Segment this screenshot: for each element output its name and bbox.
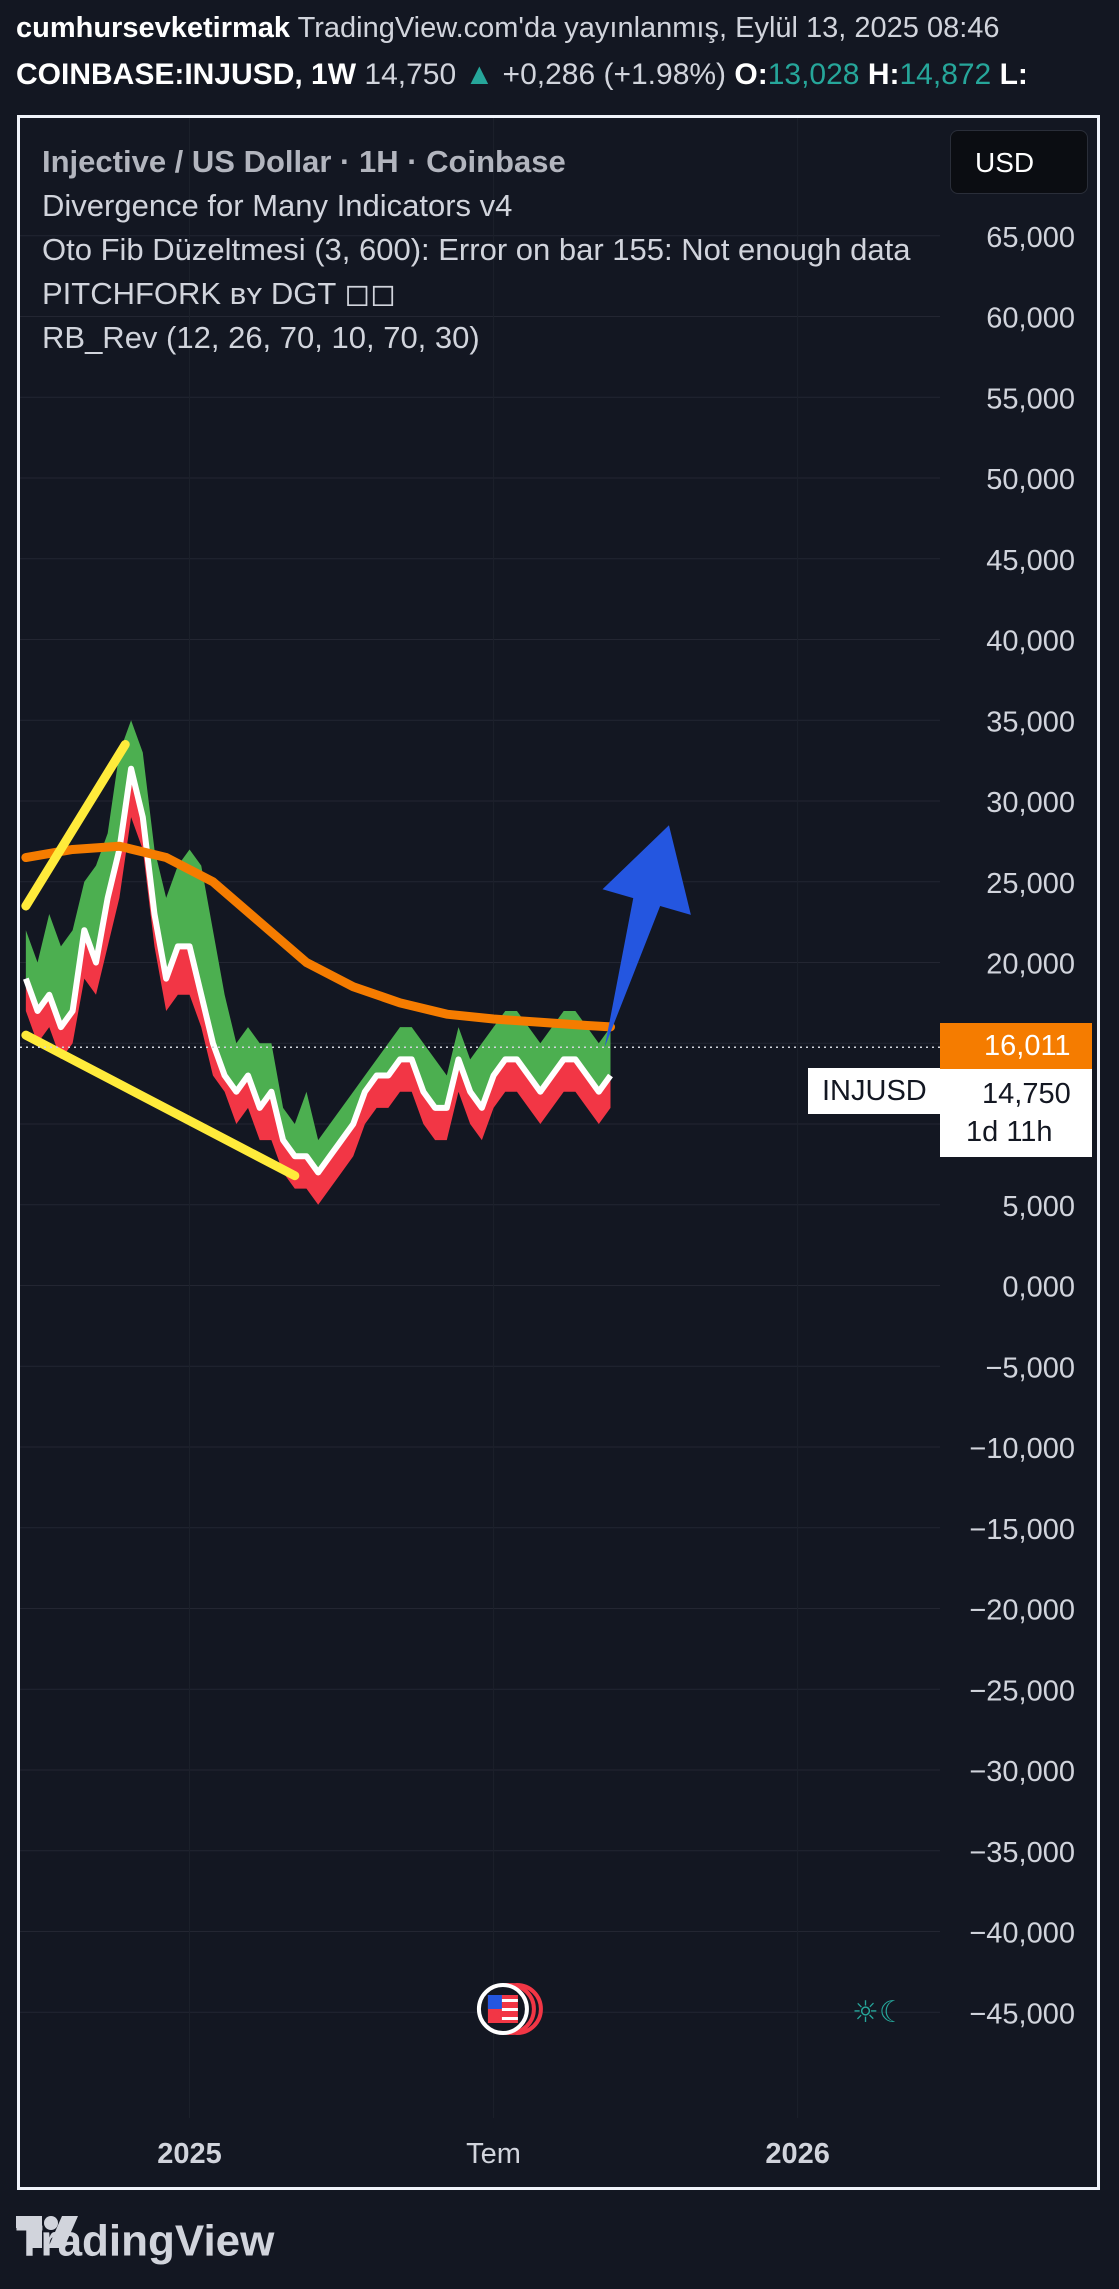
moving-average-line [21,841,615,1032]
us-flag-stripe [501,1999,518,2002]
y-tick-label: 50,000 [986,464,1075,496]
upper-band-area [25,720,611,1173]
open-value: 13,028 [767,58,860,91]
publish-info: cumhursevketirmak TradingView.com'da yay… [16,12,1119,45]
us-flag-stripe [501,2008,518,2011]
forecast-arrow [602,825,691,1048]
y-tick-label: −10,000 [969,1433,1075,1465]
symbol-info: COINBASE:INJUSD, 1W 14,750 ▲ +0,286 (+1.… [16,58,1119,92]
session-icon: ☼☾ [852,1995,906,2030]
high-value: 14,872 [899,58,992,91]
last-price: 14,750 [364,58,457,91]
y-tick-label: −40,000 [969,1918,1075,1950]
close-line [23,765,613,1176]
price-change: +0,286 (+1.98%) [502,58,727,91]
y-tick-label: −15,000 [969,1514,1075,1546]
last-price-tag-value: 14,750 [982,1078,1071,1110]
low-label: L: [999,58,1028,91]
tradingview-logo[interactable]: TradingView [16,2214,274,2266]
y-tick-label: 5,000 [1002,1191,1075,1223]
published-text: TradingView.com'da yayınlanmış, Eylül 13… [297,12,1000,44]
open-label: O: [734,58,768,91]
y-tick-label: 40,000 [986,626,1075,658]
y-tick-label: 25,000 [986,868,1075,900]
countdown-label: 1d 11h [966,1116,1053,1148]
x-tick-label: Tem [466,2138,521,2170]
y-tick-label: 35,000 [986,706,1075,738]
last-price-tag: 14,750 1d 11h [940,1069,1092,1157]
y-tick-label: −5,000 [985,1352,1075,1384]
high-label: H: [867,58,900,91]
y-tick-label: 20,000 [986,949,1075,981]
y-tick-label: 60,000 [986,303,1075,335]
y-tick-label: 45,000 [986,545,1075,577]
x-tick-label: 2025 [157,2138,222,2170]
legend-indicator-rbrev[interactable]: RB_Rev (12, 26, 70, 10, 70, 30) [42,320,480,355]
trendline [21,1030,300,1181]
chart-svg[interactable]: 65,000 60,000 55,000 50,000 45,000 40,000 35,0… [20,118,1097,2187]
symbol-name[interactable]: COINBASE:INJUSD, 1W [16,58,357,91]
trendline [21,739,130,911]
currency-button[interactable]: USD [950,130,1088,194]
y-tick-label: −20,000 [969,1595,1075,1627]
y-tick-label: 55,000 [986,383,1075,415]
y-tick-label: 0,000 [1002,1272,1075,1304]
us-flag-stripe [501,2017,518,2020]
us-flag-canton [487,1995,502,2009]
ma-price-tag: 16,011 [940,1023,1092,1069]
chart-pane[interactable]: 65,000 60,000 55,000 50,000 45,000 40,000 35,0… [17,115,1100,2190]
legend-indicator-divergence[interactable]: Divergence for Many Indicators v4 [42,188,513,223]
y-tick-label: −30,000 [969,1756,1075,1788]
up-arrow-icon: ▲ [464,58,495,91]
y-tick-label: 65,000 [986,222,1075,254]
y-tick-label: −25,000 [969,1675,1075,1707]
legend-title[interactable]: Injective / US Dollar · 1H · Coinbase [42,144,566,179]
legend-indicator-pitchfork[interactable]: PITCHFORK ʙʏ DGT ◻◻ [42,276,396,311]
author-name[interactable]: cumhursevketirmak [16,12,291,44]
x-tick-label: 2026 [765,2138,830,2170]
y-tick-label: −35,000 [969,1837,1075,1869]
chart-legend: Injective / US Dollar · 1H · Coinbase Di… [42,140,962,360]
legend-indicator-fib[interactable]: Oto Fib Düzeltmesi (3, 600): Error on ba… [42,232,911,267]
lower-band-area [25,768,611,1205]
tradingview-logo-icon [16,2216,78,2248]
y-tick-label: −45,000 [969,1998,1075,2030]
symbol-price-label: INJUSD [808,1068,940,1114]
y-tick-label: 30,000 [986,787,1075,819]
